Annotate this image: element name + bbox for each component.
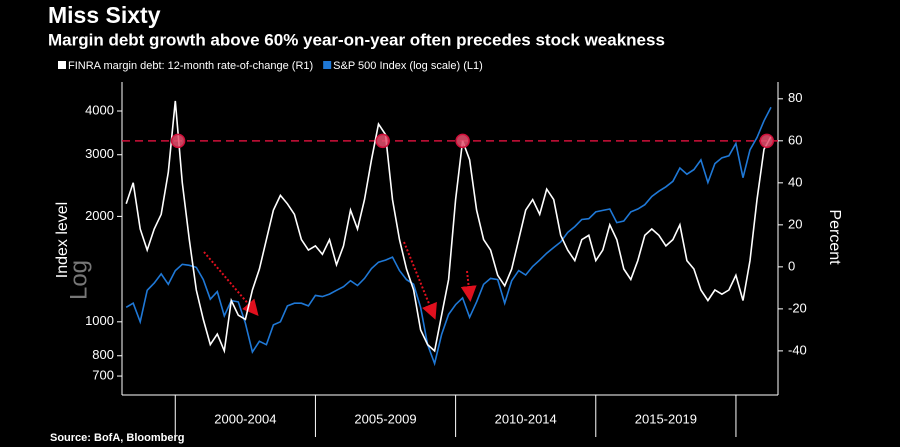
y-tick-label: 800 bbox=[92, 347, 114, 362]
source: Source: BofA, Bloomberg bbox=[50, 432, 184, 444]
highlight-marker bbox=[455, 133, 470, 149]
y2-tick-label: -40 bbox=[788, 342, 807, 357]
y2-tick-label: 0 bbox=[788, 258, 795, 273]
y-tick-label: 1000 bbox=[85, 313, 114, 328]
x-tick-label: 2000-2004 bbox=[214, 411, 276, 426]
x-tick-label: 2015-2019 bbox=[635, 411, 697, 426]
axis-note: Log bbox=[65, 260, 92, 300]
series-line bbox=[125, 106, 772, 367]
legend-label: FINRA margin debt: 12-month rate-of-chan… bbox=[68, 60, 313, 72]
annotation-arrows bbox=[203, 241, 477, 320]
highlight-marker bbox=[375, 133, 390, 149]
y2-axis-label: Percent bbox=[826, 209, 843, 265]
highlight-marker bbox=[170, 133, 186, 149]
highlight-marker bbox=[759, 133, 775, 149]
arrow bbox=[460, 270, 477, 302]
y-axis-label: Index level bbox=[54, 202, 71, 279]
y-tick-label: 3000 bbox=[85, 146, 114, 161]
arrow bbox=[403, 241, 437, 320]
y-tick-label: 2000 bbox=[85, 208, 114, 223]
chart-subtitle: Margin debt growth above 60% year-on-yea… bbox=[48, 30, 665, 49]
x-tick-label: 2010-2014 bbox=[495, 411, 557, 426]
legend-label: S&P 500 Index (log scale) (L1) bbox=[333, 60, 483, 72]
chart-title: Miss Sixty bbox=[48, 2, 161, 28]
y-tick-label: 700 bbox=[92, 367, 114, 382]
y-tick-label: 4000 bbox=[85, 102, 114, 117]
y2-tick-label: 80 bbox=[788, 90, 802, 105]
y2-tick-label: -20 bbox=[788, 300, 807, 315]
legend-swatch bbox=[58, 61, 66, 69]
legend-swatch bbox=[323, 61, 332, 69]
y2-tick-label: 60 bbox=[788, 132, 802, 147]
y2-tick-label: 40 bbox=[788, 174, 802, 189]
x-tick-label: 2005-2009 bbox=[354, 411, 416, 426]
series-line bbox=[125, 100, 772, 354]
y2-tick-label: 20 bbox=[788, 216, 802, 231]
arrow bbox=[203, 251, 259, 317]
